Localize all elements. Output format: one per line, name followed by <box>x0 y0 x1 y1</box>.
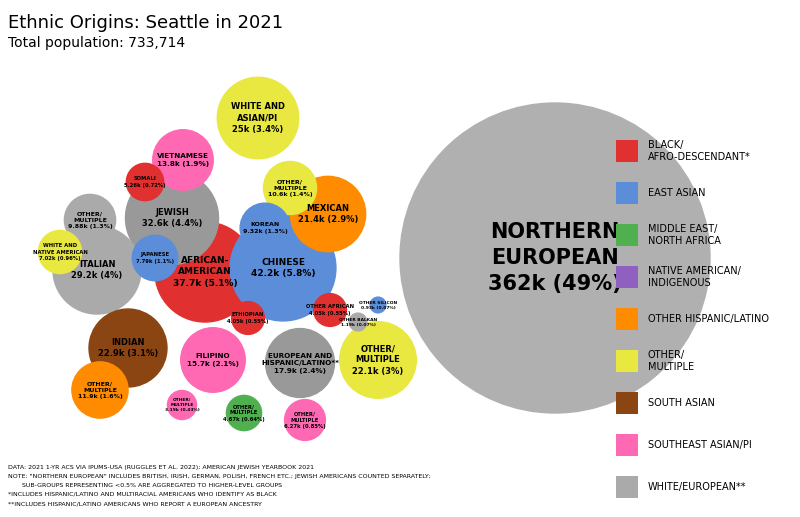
Circle shape <box>72 362 128 418</box>
Circle shape <box>53 226 141 314</box>
Circle shape <box>218 77 298 159</box>
Circle shape <box>181 328 246 392</box>
Text: OTHER/
MULTIPLE
4.67k (0.64%): OTHER/ MULTIPLE 4.67k (0.64%) <box>223 404 265 422</box>
Text: SUB-GROUPS REPRESENTING <0.5% ARE AGGREGATED TO HIGHER-LEVEL GROUPS: SUB-GROUPS REPRESENTING <0.5% ARE AGGREG… <box>8 483 282 488</box>
Text: MIDDLE EAST/
NORTH AFRICA: MIDDLE EAST/ NORTH AFRICA <box>648 224 721 246</box>
Circle shape <box>240 203 290 253</box>
Circle shape <box>230 215 336 321</box>
FancyBboxPatch shape <box>616 434 638 456</box>
Text: OTHER/
MULTIPLE
9.88k (1.3%): OTHER/ MULTIPLE 9.88k (1.3%) <box>68 211 112 229</box>
Text: WHITE AND
NATIVE AMERICAN
7.02k (0.96%): WHITE AND NATIVE AMERICAN 7.02k (0.96%) <box>33 244 87 261</box>
Circle shape <box>232 301 264 334</box>
Circle shape <box>266 328 334 398</box>
Text: DATA: 2021 1-YR ACS VIA IPUMS-USA (RUGGLES ET AL. 2022); AMERICAN JEWISH YEARBOO: DATA: 2021 1-YR ACS VIA IPUMS-USA (RUGGL… <box>8 465 314 470</box>
Text: EUROPEAN AND
HISPANIC/LATINO**
17.9k (2.4%): EUROPEAN AND HISPANIC/LATINO** 17.9k (2.… <box>261 353 339 373</box>
Circle shape <box>132 235 178 281</box>
FancyBboxPatch shape <box>616 476 638 498</box>
Text: EAST ASIAN: EAST ASIAN <box>648 188 706 198</box>
Text: SOMALI
5.26k (0.72%): SOMALI 5.26k (0.72%) <box>124 176 166 188</box>
FancyBboxPatch shape <box>616 182 638 204</box>
Text: OTHER HISPANIC/LATINO: OTHER HISPANIC/LATINO <box>648 314 769 324</box>
Circle shape <box>226 396 262 431</box>
Circle shape <box>155 222 255 322</box>
Text: KOREAN
9.32k (1.3%): KOREAN 9.32k (1.3%) <box>242 222 287 234</box>
Circle shape <box>285 400 326 440</box>
Text: OTHER/
MULTIPLE
11.9k (1.6%): OTHER/ MULTIPLE 11.9k (1.6%) <box>78 382 122 399</box>
Text: FILIPINO
15.7k (2.1%): FILIPINO 15.7k (2.1%) <box>187 353 239 367</box>
Text: OTHER/
MULTIPLE: OTHER/ MULTIPLE <box>648 350 694 372</box>
Circle shape <box>64 194 116 246</box>
FancyBboxPatch shape <box>616 392 638 414</box>
Circle shape <box>340 322 416 398</box>
Text: OTHER/
MULTIPLE
6.27k (0.85%): OTHER/ MULTIPLE 6.27k (0.85%) <box>284 412 326 429</box>
Circle shape <box>89 309 167 387</box>
Text: BLACK/
AFRO-DESCENDANT*: BLACK/ AFRO-DESCENDANT* <box>648 140 750 162</box>
Text: NORTHERN
EUROPEAN
362k (49%): NORTHERN EUROPEAN 362k (49%) <box>488 222 622 294</box>
Circle shape <box>126 172 218 265</box>
Circle shape <box>290 176 366 252</box>
Text: *INCLUDES HISPANIC/LATINO AND MULTIRACIAL AMERICANS WHO IDENTIFY AS BLACK: *INCLUDES HISPANIC/LATINO AND MULTIRACIA… <box>8 492 277 497</box>
Text: NOTE: "NORTHERN EUROPEAN" INCLUDES BRITISH, IRISH, GERMAN, POLISH, FRENCH ETC.; : NOTE: "NORTHERN EUROPEAN" INCLUDES BRITI… <box>8 474 431 479</box>
Text: SOUTH ASIAN: SOUTH ASIAN <box>648 398 715 408</box>
Text: OTHER/
MULTIPLE
22.1k (3%): OTHER/ MULTIPLE 22.1k (3%) <box>352 344 404 375</box>
Text: OTHER SILICON
0.93k (0.07%): OTHER SILICON 0.93k (0.07%) <box>359 300 397 310</box>
Circle shape <box>167 390 197 420</box>
Circle shape <box>349 313 367 331</box>
Text: JAPANESE
7.79k (1.1%): JAPANESE 7.79k (1.1%) <box>136 252 174 264</box>
Text: MEXICAN
21.4k (2.9%): MEXICAN 21.4k (2.9%) <box>298 204 358 224</box>
Text: ITALIAN
29.2k (4%): ITALIAN 29.2k (4%) <box>71 260 122 280</box>
Circle shape <box>370 297 386 313</box>
Text: OTHER/
MULTIPLE
10.6k (1.4%): OTHER/ MULTIPLE 10.6k (1.4%) <box>268 179 312 196</box>
Circle shape <box>153 130 214 190</box>
Text: WHITE/EUROPEAN**: WHITE/EUROPEAN** <box>648 482 746 492</box>
FancyBboxPatch shape <box>616 308 638 330</box>
FancyBboxPatch shape <box>616 266 638 288</box>
Text: OTHER BALKAN
1.19k (0.07%): OTHER BALKAN 1.19k (0.07%) <box>339 317 377 326</box>
Text: WHITE AND
ASIAN/PI
25k (3.4%): WHITE AND ASIAN/PI 25k (3.4%) <box>231 102 285 133</box>
FancyBboxPatch shape <box>616 224 638 246</box>
Text: VIETNAMESE
13.8k (1.9%): VIETNAMESE 13.8k (1.9%) <box>157 153 209 167</box>
FancyBboxPatch shape <box>616 140 638 162</box>
Text: JEWISH
32.6k (4.4%): JEWISH 32.6k (4.4%) <box>142 208 202 228</box>
Text: SOUTHEAST ASIAN/PI: SOUTHEAST ASIAN/PI <box>648 440 752 450</box>
Circle shape <box>400 103 710 413</box>
Text: CHINESE
42.2k (5.8%): CHINESE 42.2k (5.8%) <box>250 258 315 278</box>
Text: ETHIOPIAN
4.05k (0.55%): ETHIOPIAN 4.05k (0.55%) <box>227 312 269 324</box>
Circle shape <box>314 294 346 326</box>
Text: AFRICAN-
AMERICAN
37.7k (5.1%): AFRICAN- AMERICAN 37.7k (5.1%) <box>173 256 238 287</box>
Text: **INCLUDES HISPANIC/LATINO AMERICANS WHO REPORT A EUROPEAN ANCESTRY: **INCLUDES HISPANIC/LATINO AMERICANS WHO… <box>8 501 262 506</box>
Circle shape <box>126 163 164 201</box>
Circle shape <box>263 161 317 215</box>
FancyBboxPatch shape <box>616 350 638 372</box>
Text: OTHER AFRICAN
4.05k (0.55%): OTHER AFRICAN 4.05k (0.55%) <box>306 305 354 315</box>
Text: INDIAN
22.9k (3.1%): INDIAN 22.9k (3.1%) <box>98 338 158 358</box>
Text: Total population: 733,714: Total population: 733,714 <box>8 36 185 50</box>
Text: Ethnic Origins: Seattle in 2021: Ethnic Origins: Seattle in 2021 <box>8 14 283 32</box>
Text: OTHER/
MULTIPLE
3.19k (0.43%): OTHER/ MULTIPLE 3.19k (0.43%) <box>165 398 199 412</box>
Text: NATIVE AMERICAN/
INDIGENOUS: NATIVE AMERICAN/ INDIGENOUS <box>648 266 741 288</box>
Circle shape <box>38 231 82 273</box>
